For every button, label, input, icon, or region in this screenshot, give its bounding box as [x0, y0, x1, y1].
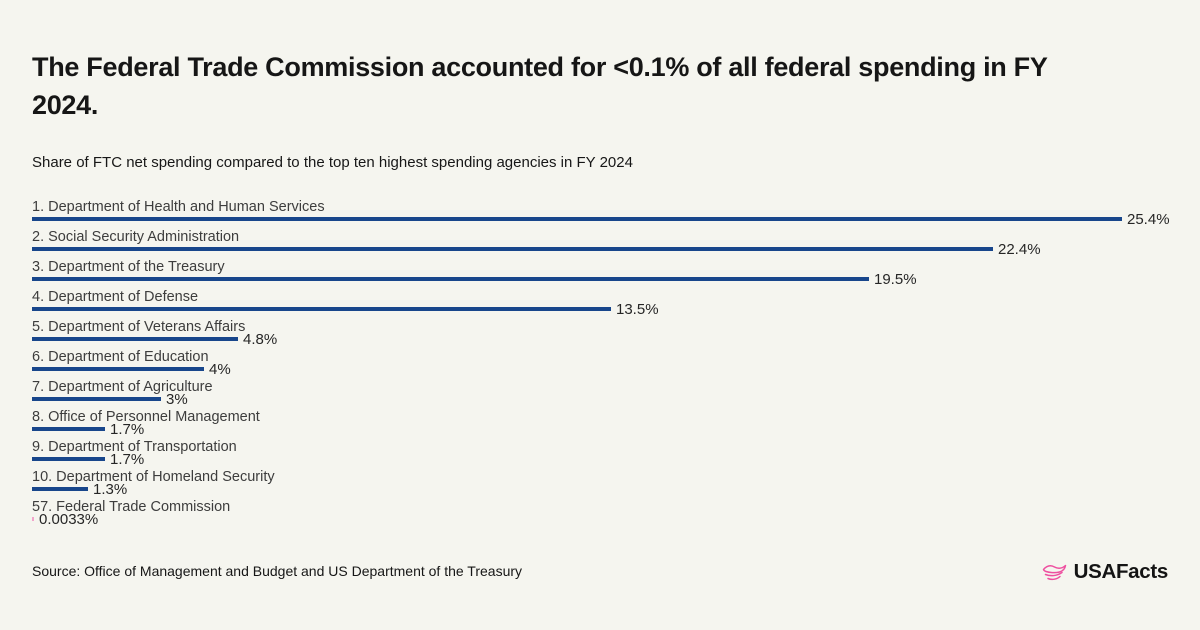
bar [32, 247, 993, 251]
usafacts-logo: USAFacts [1041, 559, 1168, 585]
bar-value-label: 1.7% [110, 420, 145, 438]
bar-label: 5. Department of Veterans Affairs [32, 319, 246, 335]
bar [32, 427, 105, 431]
bar-chart: 1. Department of Health and Human Servic… [32, 200, 1172, 532]
bar-value-label: 1.7% [110, 450, 145, 468]
usafacts-flag-icon [1042, 564, 1066, 581]
page-title: The Federal Trade Commission accounted f… [32, 52, 1048, 120]
bar-value-label: 4% [209, 360, 231, 378]
bar-label: 1. Department of Health and Human Servic… [32, 199, 325, 215]
bar-value-label: 1.3% [93, 480, 128, 498]
bar-label: 8. Office of Personnel Management [32, 409, 260, 425]
bar-label: 3. Department of the Treasury [32, 259, 225, 275]
bar-label: 2. Social Security Administration [32, 229, 240, 245]
bar [32, 487, 88, 491]
bar-value-label: 19.5% [874, 270, 917, 288]
source-note: Source: Office of Management and Budget … [32, 563, 523, 579]
bar [32, 457, 105, 461]
bar-label: 57. Federal Trade Commission [32, 499, 231, 515]
bar-label: 9. Department of Transportation [32, 439, 237, 455]
bar [32, 307, 611, 311]
bar-value-label: 25.4% [1127, 210, 1170, 228]
bar [32, 367, 204, 371]
bar-label: 6. Department of Education [32, 349, 209, 365]
bar [32, 397, 161, 401]
chart-subtitle: Share of FTC net spending compared to th… [32, 154, 633, 171]
bar [32, 277, 869, 281]
bar-value-label: 22.4% [998, 240, 1041, 258]
bar-value-label: 3% [166, 390, 188, 408]
bar-label: 4. Department of Defense [32, 289, 199, 305]
bar-label: 7. Department of Agriculture [32, 379, 213, 395]
bar-value-label: 13.5% [616, 300, 659, 318]
bar [32, 217, 1122, 221]
usafacts-wordmark: USAFacts [1073, 560, 1169, 583]
bar-value-label: 0.0033% [39, 510, 99, 528]
bar-highlight [32, 517, 34, 521]
bar-value-label: 4.8% [243, 330, 278, 348]
bar-label: 10. Department of Homeland Security [32, 469, 275, 485]
bar [32, 337, 238, 341]
